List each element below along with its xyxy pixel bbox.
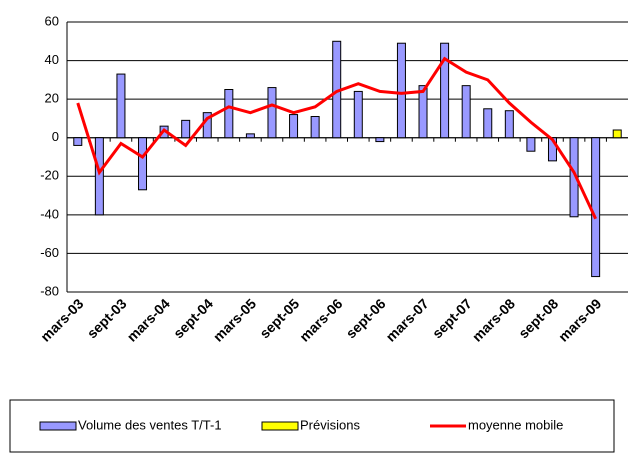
bar	[116, 73, 126, 139]
x-tick-label: sept-08	[515, 295, 561, 341]
x-tick-label: sept-06	[343, 295, 389, 341]
bar	[375, 137, 385, 143]
bar	[461, 85, 471, 139]
bar	[396, 42, 406, 139]
bar	[526, 137, 536, 152]
y-tick-label: 40	[45, 52, 59, 67]
bar	[73, 137, 83, 146]
y-tick-label: -40	[40, 206, 59, 221]
legend-swatch	[261, 421, 299, 431]
bar	[94, 137, 104, 216]
bar	[289, 114, 299, 139]
x-tick-label: sept-03	[84, 295, 130, 341]
x-tick-label: sept-05	[256, 295, 302, 341]
x-tick-label: mars-06	[296, 295, 345, 344]
bar	[569, 137, 579, 218]
legend-label: Volume des ventes T/T-1	[78, 417, 222, 432]
bar	[418, 85, 428, 139]
y-tick-label: -20	[40, 168, 59, 183]
bar	[181, 119, 191, 139]
bar	[310, 116, 320, 139]
x-tick-label: mars-09	[555, 295, 604, 344]
bar	[591, 137, 601, 278]
bar	[483, 108, 493, 139]
y-tick-label: 20	[45, 91, 59, 106]
bar	[504, 110, 514, 139]
x-tick-label: sept-04	[170, 295, 216, 341]
legend-swatch	[39, 421, 77, 431]
line	[76, 56, 597, 220]
y-tick-label: -60	[40, 245, 59, 260]
y-tick-label: -80	[40, 283, 59, 298]
x-tick-label: mars-03	[37, 295, 86, 344]
y-tick-label: 60	[45, 13, 59, 28]
legend-label: Prévisions	[300, 417, 360, 432]
x-tick-label: mars-05	[210, 295, 259, 344]
x-tick-label: sept-07	[429, 295, 475, 341]
bar	[440, 42, 450, 139]
bar	[245, 133, 255, 139]
bar	[612, 129, 622, 139]
legend-label: moyenne mobile	[468, 417, 563, 432]
y-tick-label: 0	[52, 129, 59, 144]
bar	[138, 137, 148, 191]
bar	[224, 89, 234, 139]
bar	[267, 87, 277, 139]
bar	[547, 137, 557, 162]
x-tick-label: mars-04	[124, 295, 173, 344]
x-tick-label: mars-08	[469, 295, 518, 344]
legend-box	[9, 399, 615, 453]
x-tick-label: mars-07	[382, 295, 431, 344]
bar	[353, 90, 363, 139]
